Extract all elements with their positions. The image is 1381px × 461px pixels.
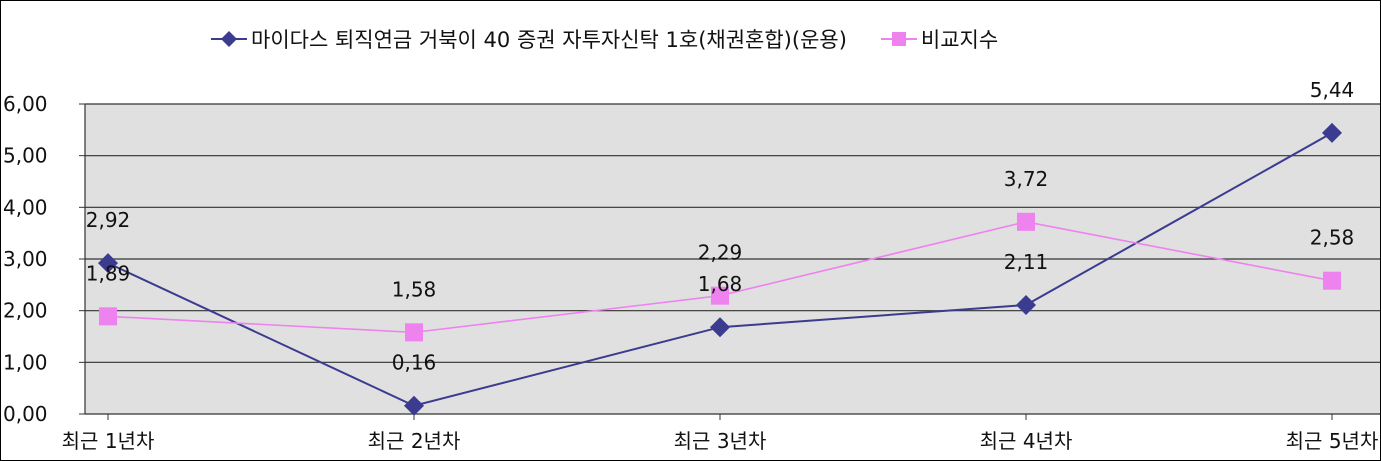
legend-item-benchmark: 비교지수 (880, 24, 999, 54)
data-point-square (99, 307, 117, 326)
x-tick-label: 최근 1년차 (62, 429, 155, 453)
x-tick-label: 최근 4년차 (980, 429, 1073, 453)
data-label: 1,89 (86, 261, 131, 285)
data-point-diamond (404, 395, 424, 416)
y-tick-label: 3,00 (3, 247, 48, 271)
data-label: 1,68 (698, 272, 743, 296)
x-tick-label: 최근 3년차 (674, 429, 767, 453)
data-point-square (1323, 271, 1341, 290)
legend-label-fund: 마이다스 퇴직연금 거북이 40 증권 자투자신탁 1호(채권혼합)(운용) (251, 28, 847, 52)
y-tick-label: 1,00 (3, 350, 48, 374)
legend-label-benchmark: 비교지수 (920, 28, 999, 52)
x-tick-label: 최근 5년차 (1286, 429, 1379, 453)
data-label: 1,58 (392, 277, 437, 301)
y-tick-label: 2,00 (3, 299, 48, 323)
data-label: 0,16 (392, 351, 437, 375)
data-point-square (405, 323, 423, 342)
data-point-square (711, 286, 729, 305)
y-tick-label: 6,00 (3, 92, 48, 116)
y-tick-label: 5,00 (3, 144, 48, 168)
data-label: 2,11 (1004, 250, 1049, 274)
x-tick-label: 최근 2년차 (368, 429, 461, 453)
legend-item-fund: 마이다스 퇴직연금 거북이 40 증권 자투자신탁 1호(채권혼합)(운용) (211, 24, 847, 54)
data-point-diamond (1322, 122, 1342, 143)
data-point-diamond (98, 253, 118, 274)
legend-swatch-fund (211, 28, 247, 50)
data-label: 2,92 (86, 208, 131, 232)
data-label: 3,72 (1004, 167, 1049, 191)
data-label: 2,58 (1310, 226, 1355, 250)
y-tick-label: 0,00 (3, 402, 48, 426)
data-point-square (1017, 212, 1035, 231)
legend: 마이다스 퇴직연금 거북이 40 증권 자투자신탁 1호(채권혼합)(운용) 비… (211, 23, 998, 55)
data-point-diamond (710, 317, 730, 338)
data-label: 2,29 (698, 241, 743, 265)
y-tick-label: 4,00 (3, 195, 48, 219)
data-label: 5,44 (1310, 78, 1355, 102)
data-point-diamond (1016, 294, 1036, 315)
legend-swatch-benchmark (880, 28, 917, 50)
